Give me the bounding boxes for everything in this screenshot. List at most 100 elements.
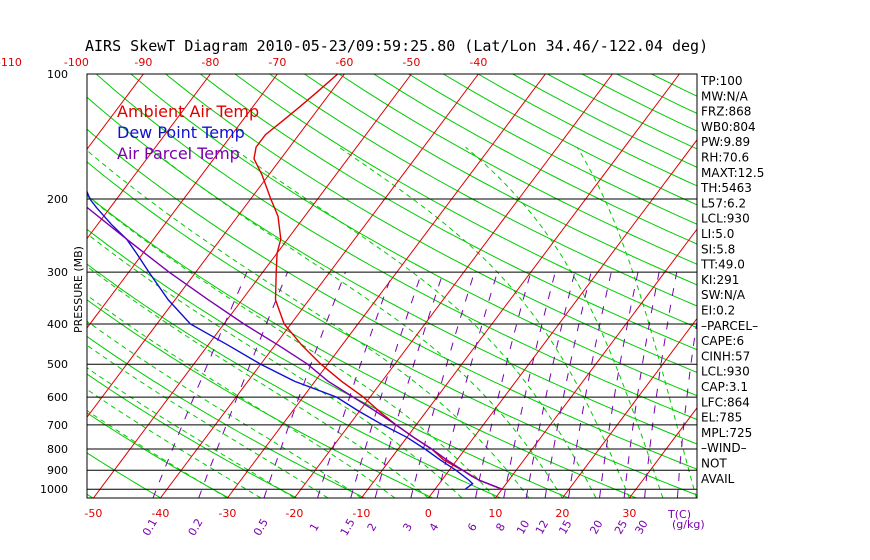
dry-adiabat: [304, 74, 697, 286]
chart-title: AIRS SkewT Diagram 2010-05-23/09:59:25.8…: [85, 37, 708, 55]
profile-lines: [87, 74, 503, 490]
mixing-ratio-line: [623, 272, 660, 498]
top-temp-tick-label: -100: [64, 56, 89, 69]
legend-entry: Dew Point Temp: [117, 123, 245, 142]
isotherm: [227, 74, 546, 498]
index-label: KI:291: [701, 273, 739, 287]
index-label: MW:N/A: [701, 89, 749, 103]
index-label: TH:5463: [700, 181, 752, 195]
dry-adiabat: [0, 74, 25, 498]
dry-adiabat: [443, 74, 697, 206]
dry-adiabat: [87, 373, 298, 498]
dry-adiabat: [87, 299, 433, 498]
isotherm: [87, 74, 211, 240]
index-label: –WIND–: [701, 441, 747, 455]
top-temp-tick-label: -90: [134, 56, 152, 69]
top-temp-tick-label: -50: [402, 56, 420, 69]
dry-adiabat: [269, 74, 697, 307]
index-label: CAPE:6: [701, 334, 744, 348]
moist-adiabat: [338, 146, 630, 498]
index-label: MAXT:12.5: [701, 166, 764, 180]
pressure-tick-label: 900: [47, 464, 68, 477]
dry-adiabat: [130, 74, 697, 397]
plot-frame: [86, 73, 698, 499]
isotherm: [629, 407, 697, 498]
index-label: PW:9.89: [701, 135, 750, 149]
top-temp-tick-label: -60: [335, 56, 353, 69]
profile-dew-point: [87, 189, 474, 490]
bottom-temp-tick-label: 30: [622, 507, 636, 520]
isotherm: [495, 228, 697, 498]
index-label: TT:49.0: [700, 258, 745, 272]
dry-adiabat: [408, 74, 697, 225]
mixing-ratio-line: [410, 271, 475, 498]
mixing-ratio-line: [544, 271, 592, 498]
moist-adiabat: [87, 149, 530, 498]
pressure-tick-label: 700: [47, 419, 68, 432]
isotherm: [830, 74, 870, 498]
mixing-ratio-line: [599, 271, 639, 498]
mixing-ratio-tick-label: 25: [612, 518, 630, 537]
top-temp-tick-label: -80: [201, 56, 219, 69]
index-label: L57:6.2: [701, 196, 746, 210]
bottom-temp-tick-label: -10: [352, 507, 370, 520]
mixing-ratio-tick-label: 2: [365, 521, 380, 534]
mixing-ratio-unit-label: (g/kg): [672, 518, 705, 531]
isotherm: [93, 74, 412, 498]
top-temp-tick-label: -70: [268, 56, 286, 69]
y-axis-label: PRESSURE (MB): [72, 246, 85, 333]
dry-adiabat: [234, 74, 697, 329]
index-label: EI:0.2: [701, 304, 735, 318]
index-label: CINH:57: [701, 349, 750, 363]
mixing-ratio-tick-label: 10: [514, 518, 532, 537]
dry-adiabat: [165, 74, 697, 373]
pressure-tick-label: 800: [47, 443, 68, 456]
mixing-ratio-line: [525, 271, 576, 498]
mixing-ratio-line: [568, 271, 612, 498]
top-temp-tick-label: -40: [469, 56, 487, 69]
dry-adiabat: [338, 74, 697, 265]
mixing-ratio-line: [350, 271, 423, 498]
mixing-ratio-tick-label: 30: [632, 518, 650, 537]
pressure-tick-label: 600: [47, 391, 68, 404]
legend: Ambient Air Temp Dew Point Temp Air Parcel…: [117, 102, 259, 163]
moist-adiabat: [87, 409, 228, 498]
index-label: FRZ:868: [701, 105, 751, 119]
legend-entry: Ambient Air Temp: [117, 102, 259, 121]
mixing-ratio-tick-label: 1: [307, 521, 322, 534]
isotherm: [160, 74, 479, 498]
isotherm: [0, 74, 76, 498]
dry-adiabat: [199, 74, 697, 351]
index-label: SW:N/A: [701, 288, 746, 302]
mixing-ratio-line: [317, 271, 394, 498]
mixing-ratio-line: [374, 271, 444, 498]
index-label: LI:5.0: [701, 227, 734, 241]
mixing-ratio-tick-label: 4: [427, 521, 442, 534]
mixing-ratio-line: [676, 317, 697, 498]
mixing-ratio-line: [644, 272, 678, 498]
bottom-temp-tick-label: -40: [151, 507, 169, 520]
isotherm: [294, 74, 613, 498]
dry-adiabat: [373, 74, 697, 245]
dry-adiabat: [95, 74, 697, 421]
x-axis-unit-label: T(C): [667, 508, 691, 521]
dry-adiabat: [87, 161, 697, 496]
bottom-temp-tick-label: -30: [218, 507, 236, 520]
top-temp-tick-label: -110: [0, 56, 22, 69]
dry-adiabat: [87, 96, 697, 445]
index-label: AVAIL: [701, 472, 735, 486]
bottom-temp-tick-label: 20: [555, 507, 569, 520]
isotherm: [0, 74, 9, 498]
dry-adiabat: [87, 412, 230, 498]
profile-parcel-temp: [87, 206, 503, 490]
mixing-ratio-tick-label: 20: [587, 518, 605, 537]
index-label: MPL:725: [701, 426, 752, 440]
axis-labels: 1002003004005006007008009001000-120-110-…: [0, 56, 651, 538]
dry-adiabat: [87, 194, 637, 498]
bottom-temp-tick-label: 10: [488, 507, 502, 520]
pressure-tick-label: 100: [47, 68, 68, 81]
dry-adiabat: [87, 228, 569, 498]
isotherm: [763, 74, 870, 498]
